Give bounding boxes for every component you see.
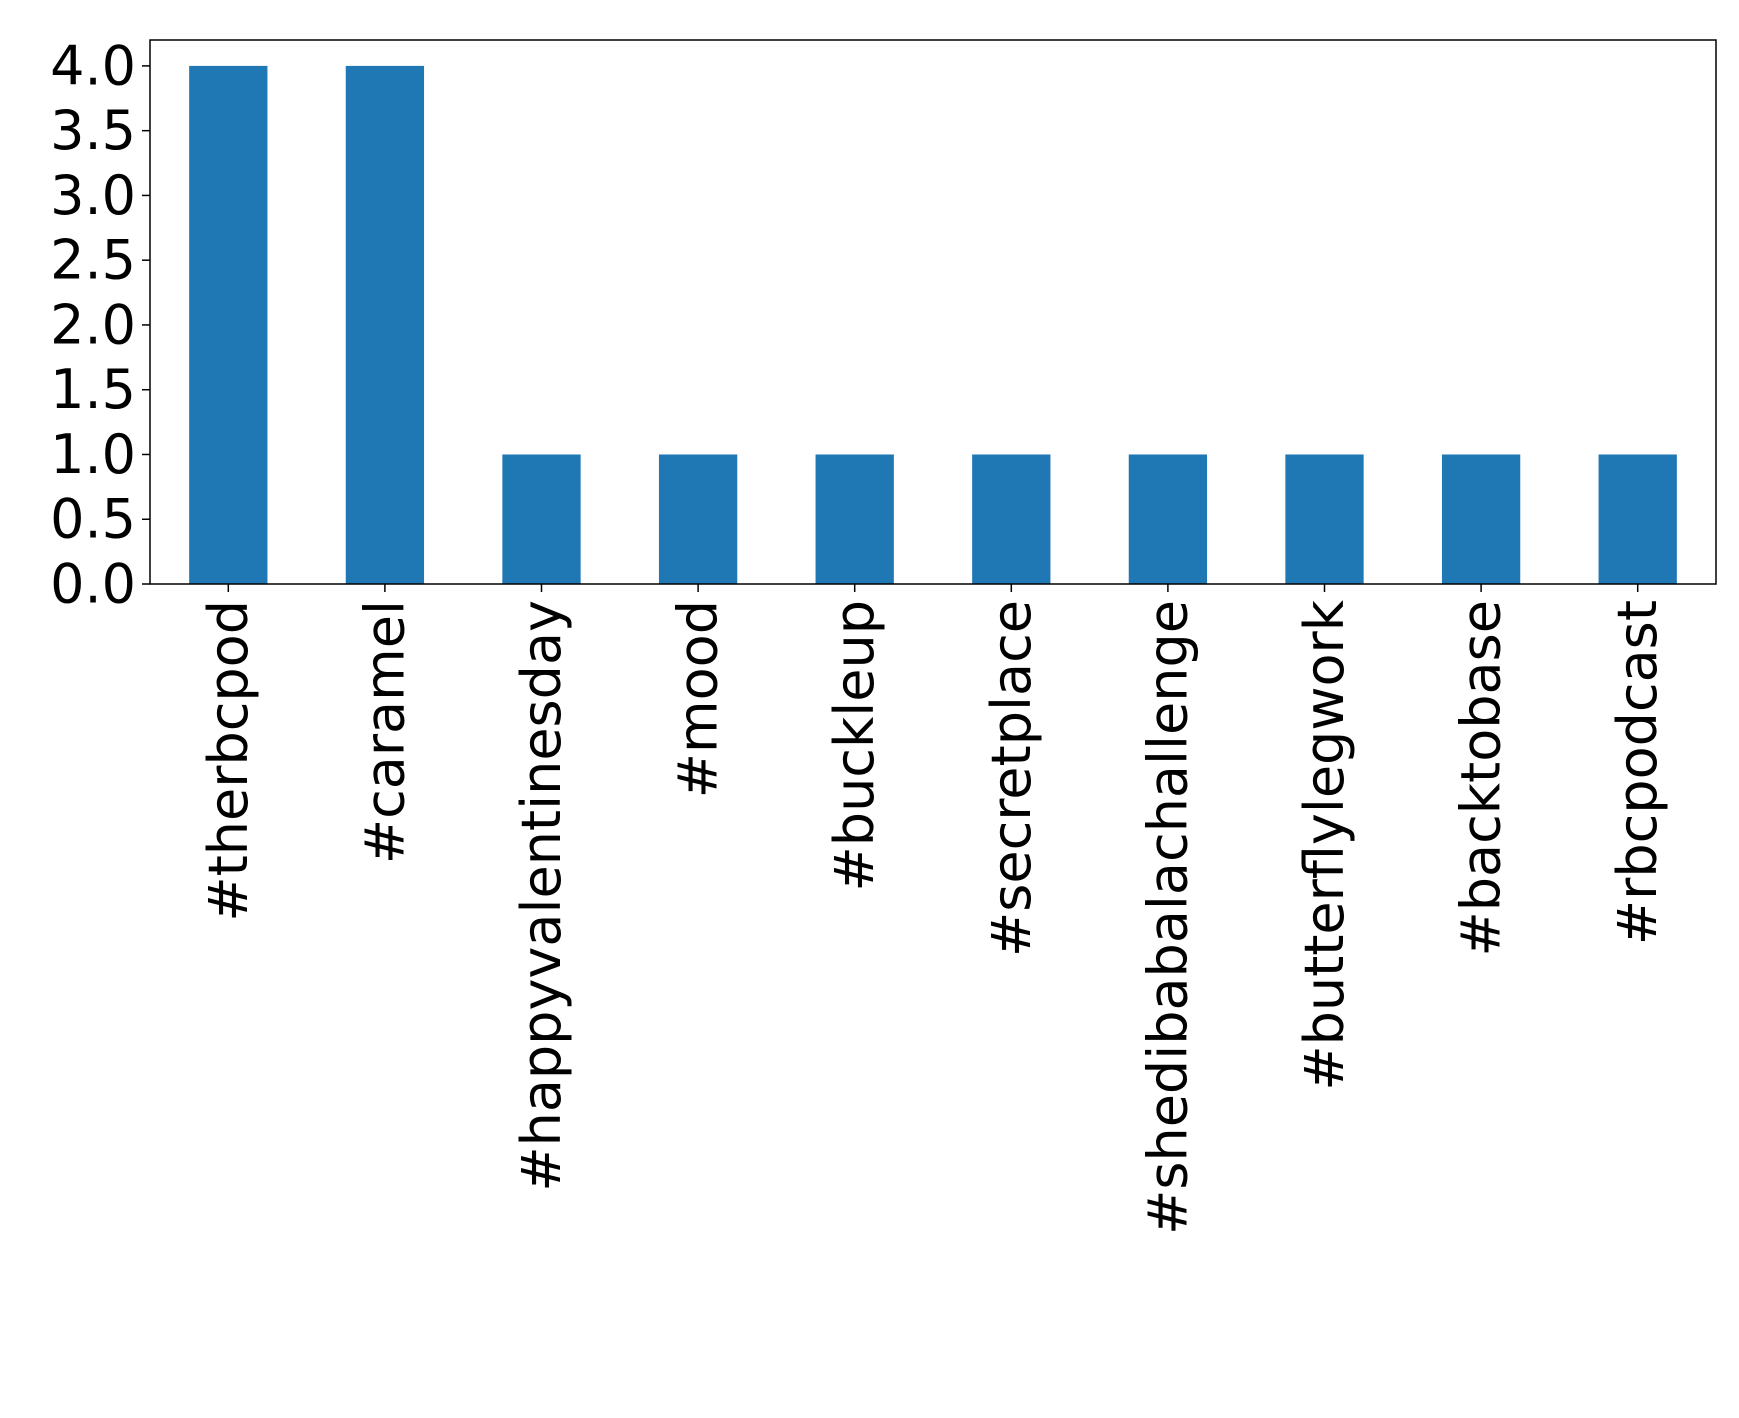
x-tick-label: #buckleup (823, 600, 886, 891)
x-tick-label: #caramel (353, 600, 416, 864)
x-tick-label: #therbcpod (197, 600, 260, 922)
bar (1128, 454, 1208, 584)
x-tick-label: #happyvalentinesday (510, 600, 573, 1192)
bar (189, 65, 268, 584)
plot-frame (149, 39, 1717, 585)
y-tick-label: 2.0 (50, 293, 136, 356)
x-tick-label: #shedibabalachallenge (1136, 600, 1199, 1235)
bar (1285, 454, 1364, 584)
y-tick-label: 2.5 (50, 229, 136, 292)
x-tick-label: #butterflylegwork (1293, 599, 1356, 1090)
y-tick-label: 3.5 (50, 99, 136, 162)
bar (502, 454, 581, 584)
x-tick-label: #mood (667, 600, 730, 798)
x-tick-label: #secretplace (980, 600, 1043, 957)
bar (658, 454, 738, 584)
y-tick-label: 3.0 (50, 164, 136, 227)
bar (972, 454, 1051, 584)
y-tick-label: 0.5 (50, 488, 136, 551)
y-tick-label: 0.0 (50, 553, 136, 616)
bar (815, 454, 894, 584)
x-tick-label: #rbcpodcast (1606, 600, 1669, 945)
y-tick-label: 1.0 (50, 423, 136, 486)
bar (1441, 454, 1521, 584)
y-tick-label: 4.0 (50, 34, 136, 97)
bar (1598, 454, 1677, 584)
x-tick-label: #backtobase (1450, 600, 1513, 957)
bar (345, 65, 425, 584)
y-tick-label: 1.5 (50, 358, 136, 421)
